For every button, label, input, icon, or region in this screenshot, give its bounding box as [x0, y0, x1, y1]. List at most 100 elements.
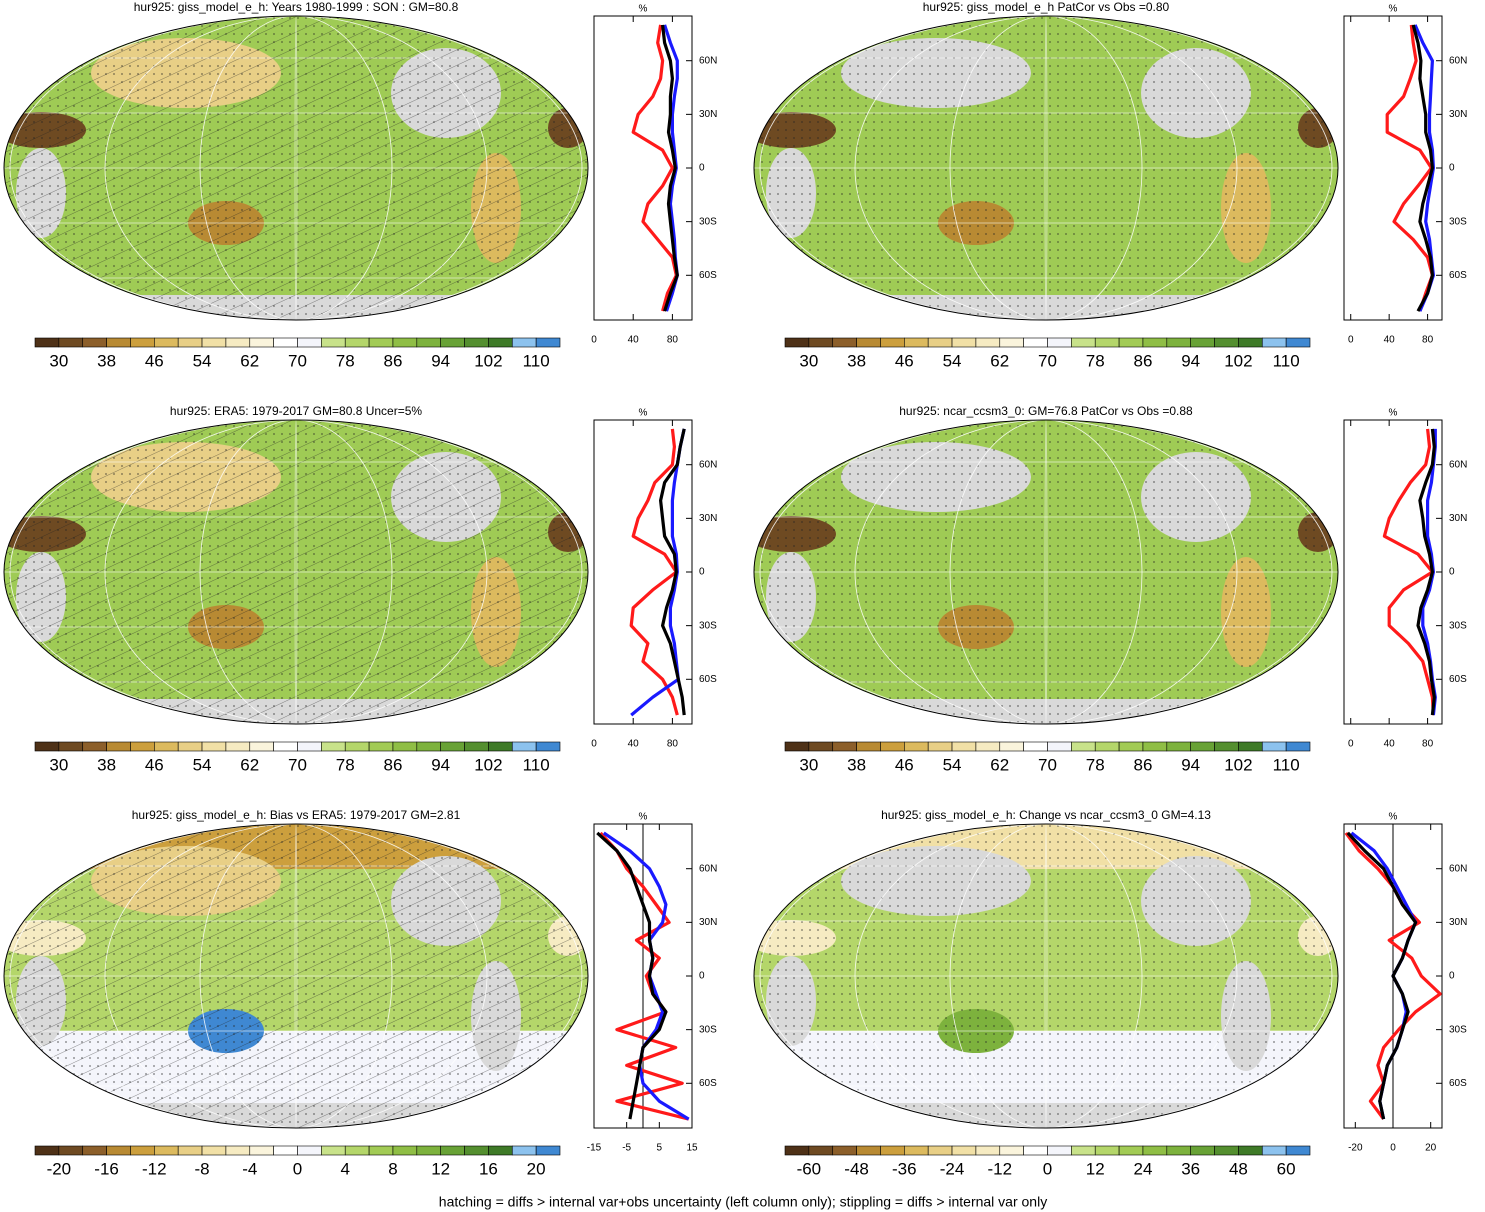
graticule — [949, 16, 1143, 320]
colorbar-label: -4 — [242, 1159, 257, 1178]
colorbar-box — [1261, 1145, 1287, 1156]
map-border — [753, 823, 1339, 1129]
colorbar-label: 54 — [193, 755, 212, 774]
x-tick-label: 0 — [1348, 335, 1354, 346]
colorbar-box — [904, 741, 929, 752]
colorbar-box — [1142, 337, 1168, 348]
colorbar-box — [880, 741, 905, 752]
colorbar-box — [1023, 1145, 1048, 1156]
x-tick-label: 80 — [1422, 739, 1434, 750]
colorbar-box — [975, 741, 1001, 752]
colorbar-box — [1047, 337, 1072, 348]
colorbar-box — [832, 741, 857, 752]
colorbar-box — [249, 1145, 274, 1156]
colorbar-box — [273, 337, 298, 348]
colorbar-box — [201, 337, 227, 348]
colorbar-label: 30 — [49, 755, 68, 774]
map-title: hur925: giss_model_e_h PatCor vs Obs =0.… — [923, 0, 1170, 14]
colorbar-label: 12 — [1086, 1159, 1105, 1178]
y-tick-label: 60S — [1449, 270, 1467, 281]
colorbar-label: 36 — [1181, 1159, 1200, 1178]
x-tick-label: 40 — [1384, 335, 1396, 346]
colorbar-box — [1118, 337, 1144, 348]
map — [4, 824, 588, 1128]
colorbar-label: 62 — [240, 351, 259, 370]
colorbar-box — [416, 1145, 441, 1156]
x-tick-label: 5 — [657, 1143, 663, 1154]
x-tick-label: 40 — [1384, 739, 1396, 750]
colorbar-box — [511, 741, 537, 752]
colorbar-label: -36 — [892, 1159, 917, 1178]
colorbar-box — [392, 337, 418, 348]
graticule — [199, 420, 393, 724]
colorbar-box — [856, 337, 881, 348]
y-tick-label: 30S — [699, 620, 717, 631]
colorbar-box — [464, 741, 489, 752]
colorbar-box — [808, 1145, 834, 1156]
colorbar-label: 86 — [383, 351, 402, 370]
colorbar-box — [58, 741, 84, 752]
colorbar-box — [392, 741, 418, 752]
map-border — [3, 419, 589, 725]
x-tick-label: 0 — [1390, 1143, 1396, 1154]
colorbar-box — [927, 337, 953, 348]
colorbar-label: 0 — [1043, 1159, 1052, 1178]
colorbar-label: 102 — [474, 755, 502, 774]
colorbar-label: 78 — [336, 351, 355, 370]
colorbar-box — [856, 741, 881, 752]
colorbar-box — [1261, 337, 1287, 348]
colorbar-box — [951, 741, 977, 752]
colorbar-box — [856, 1145, 881, 1156]
colorbar-label: 102 — [474, 351, 502, 370]
y-tick-label: 30N — [699, 917, 717, 928]
colorbar-box — [1023, 337, 1048, 348]
colorbar-box — [1190, 337, 1215, 348]
graticule — [104, 16, 488, 320]
colorbar-box — [201, 1145, 227, 1156]
colorbar-box — [177, 1145, 203, 1156]
graticule — [9, 420, 583, 724]
colorbar-box — [1261, 741, 1287, 752]
colorbar-box — [321, 741, 346, 752]
colorbar-label: 70 — [288, 755, 307, 774]
colorbar-box — [784, 337, 810, 348]
colorbar-box — [177, 741, 203, 752]
zonal-mean-line — [1416, 428, 1436, 716]
x-tick-label: 0 — [591, 335, 597, 346]
colorbar-label: 94 — [1181, 755, 1200, 774]
colorbar-box — [440, 337, 465, 348]
colorbar-box — [464, 337, 489, 348]
zonal-mean-line — [1385, 24, 1434, 312]
colorbar-box — [82, 1145, 107, 1156]
colorbar-box — [999, 1145, 1024, 1156]
colorbar-box — [975, 1145, 1001, 1156]
colorbar-label: 48 — [1229, 1159, 1248, 1178]
colorbar-label: 78 — [336, 755, 355, 774]
x-axis-label: % — [1389, 408, 1398, 419]
y-tick-label: 0 — [1449, 163, 1455, 174]
colorbar-box — [1166, 1145, 1191, 1156]
y-tick-label: 60S — [1449, 1078, 1467, 1089]
colorbar-box — [1023, 741, 1048, 752]
colorbar-box — [1071, 337, 1096, 348]
zonal-mean-line — [659, 428, 686, 716]
colorbar-box — [368, 337, 394, 348]
colorbar-label: 24 — [1133, 1159, 1152, 1178]
x-tick-label: 15 — [686, 1143, 698, 1154]
colorbar-box — [416, 337, 441, 348]
colorbar-box — [177, 337, 203, 348]
y-tick-label: 0 — [1449, 567, 1455, 578]
y-tick-label: 30N — [699, 109, 717, 120]
colorbar-box — [1166, 337, 1191, 348]
x-axis-label: % — [1389, 812, 1398, 823]
colorbar-box — [249, 741, 274, 752]
x-tick-label: 80 — [667, 335, 679, 346]
colorbar-box — [488, 1145, 513, 1156]
y-tick-label: 0 — [699, 567, 705, 578]
colorbar-box — [1047, 1145, 1072, 1156]
colorbar-box — [1047, 741, 1072, 752]
x-tick-label: 20 — [1425, 1143, 1437, 1154]
colorbar-box — [225, 741, 251, 752]
graticule — [294, 420, 298, 724]
colorbar-box — [1142, 1145, 1168, 1156]
